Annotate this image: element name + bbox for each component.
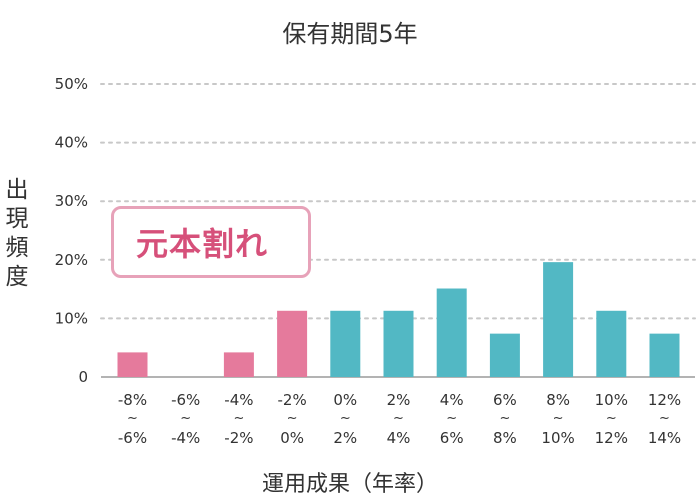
y-tick-label: 10% [55,309,88,327]
x-tick-tilde: ~ [287,411,298,426]
y-axis-label: 出現頻度 [4,176,30,292]
bars [117,262,680,377]
x-tick-label-from: 10% [595,391,628,409]
x-tick-label-to: 10% [541,429,574,447]
x-tick-tilde: ~ [606,411,617,426]
x-tick-label-to: 14% [648,429,681,447]
x-tick-tilde: ~ [180,411,191,426]
x-tick-label-from: 2% [387,391,411,409]
x-tick-label-to: 4% [387,429,411,447]
x-tick-tilde: ~ [127,411,138,426]
x-tick-label-to: 2% [333,429,357,447]
x-tick-label-from: 0% [333,391,357,409]
x-tick-label-from: 12% [648,391,681,409]
bar [277,310,308,377]
bar [649,333,680,377]
y-tick-label: 30% [55,192,88,210]
y-tick-labels: 0 10% 20% 30% 40% 50% [55,75,88,386]
x-tick-label-from: -8% [118,391,147,409]
x-tick-tilde: ~ [340,411,351,426]
x-tick-tilde: ~ [499,411,510,426]
x-tick-label-to: 12% [595,429,628,447]
y-tick-label: 40% [55,134,88,152]
y-axis-label-char: 度 [5,264,29,290]
y-axis-label-char: 出 [5,177,29,203]
principal-loss-callout: 元本割れ [111,206,311,278]
y-tick-label: 20% [55,251,88,269]
x-tick-label-from: 4% [440,391,464,409]
x-tick-label-from: -2% [277,391,306,409]
x-axis-label: 運用成果（年率） [261,472,438,497]
y-axis-label-char: 現 [5,206,29,232]
y-tick-label: 50% [55,75,88,93]
x-tick-tilde: ~ [233,411,244,426]
x-tick-label-to: -2% [224,429,253,447]
bar [489,333,520,377]
y-tick-label: 0 [78,368,88,386]
x-tick-labels: -8% ~ -6% -6% ~ -4% -4% ~ -2% -2% ~0% 0% ~2% 2% ~4% 4% ~… [118,391,681,447]
x-tick-label-from: 8% [546,391,570,409]
x-tick-tilde: ~ [446,411,457,426]
bar [543,262,574,377]
y-axis-label-char: 頻 [5,235,29,261]
bar [383,310,414,377]
bar [117,352,148,377]
bar [596,310,627,377]
bar [223,352,254,377]
x-tick-label-to: -6% [118,429,147,447]
x-tick-label-from: -6% [171,391,200,409]
x-tick-tilde: ~ [393,411,404,426]
bar [330,310,361,377]
x-tick-label-to: -4% [171,429,200,447]
bar [436,288,467,377]
x-tick-label-to: 0% [280,429,304,447]
principal-loss-label: 元本割れ [136,225,269,263]
chart-title: 保有期間5年 [282,20,418,48]
x-tick-label-to: 8% [493,429,517,447]
x-tick-tilde: ~ [659,411,670,426]
x-tick-tilde: ~ [553,411,564,426]
x-tick-label-from: 6% [493,391,517,409]
x-tick-label-from: -4% [224,391,253,409]
x-tick-label-to: 6% [440,429,464,447]
